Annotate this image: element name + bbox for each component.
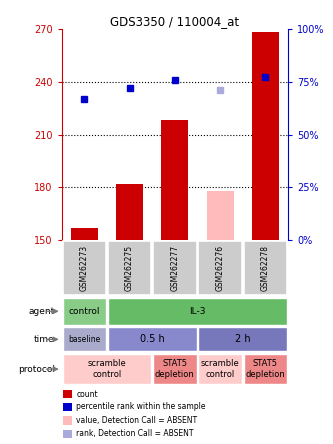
Bar [71, 228, 98, 240]
Text: scramble
control: scramble control [201, 359, 239, 379]
Title: GDS3350 / 110004_at: GDS3350 / 110004_at [110, 15, 239, 28]
Text: GSM262278: GSM262278 [261, 246, 270, 291]
Bar [108, 242, 151, 295]
Bar [63, 390, 72, 398]
Text: STAT5
depletion: STAT5 depletion [245, 359, 285, 379]
Bar [116, 184, 143, 240]
Bar [252, 32, 279, 240]
Bar [153, 242, 196, 295]
Bar [153, 354, 196, 384]
Text: protocol: protocol [18, 365, 55, 373]
Bar [198, 242, 242, 295]
Text: GSM262277: GSM262277 [170, 245, 179, 291]
Text: count: count [76, 389, 98, 399]
Text: scramble
control: scramble control [88, 359, 126, 379]
Bar [63, 298, 106, 325]
Bar [206, 191, 234, 240]
Bar [198, 328, 287, 351]
Bar [63, 403, 72, 411]
Bar [63, 354, 151, 384]
Bar [244, 354, 287, 384]
Text: STAT5
depletion: STAT5 depletion [155, 359, 195, 379]
Text: 0.5 h: 0.5 h [140, 334, 165, 345]
Text: agent: agent [29, 307, 55, 316]
Text: GSM262276: GSM262276 [215, 245, 225, 291]
Text: GSM262275: GSM262275 [125, 245, 134, 291]
Text: rank, Detection Call = ABSENT: rank, Detection Call = ABSENT [76, 429, 194, 438]
Bar [63, 242, 106, 295]
Bar [63, 430, 72, 438]
Bar [108, 328, 196, 351]
Bar [198, 354, 242, 384]
Bar [63, 328, 106, 351]
Bar [63, 416, 72, 424]
Text: IL-3: IL-3 [189, 307, 206, 316]
Text: GSM262273: GSM262273 [80, 245, 89, 291]
Text: percentile rank within the sample: percentile rank within the sample [76, 402, 206, 412]
Bar [108, 298, 287, 325]
Text: baseline: baseline [68, 335, 100, 344]
Text: control: control [69, 307, 100, 316]
Text: time: time [34, 335, 55, 344]
Bar [161, 120, 188, 240]
Bar [244, 242, 287, 295]
Text: 2 h: 2 h [235, 334, 250, 345]
Text: value, Detection Call = ABSENT: value, Detection Call = ABSENT [76, 416, 197, 425]
